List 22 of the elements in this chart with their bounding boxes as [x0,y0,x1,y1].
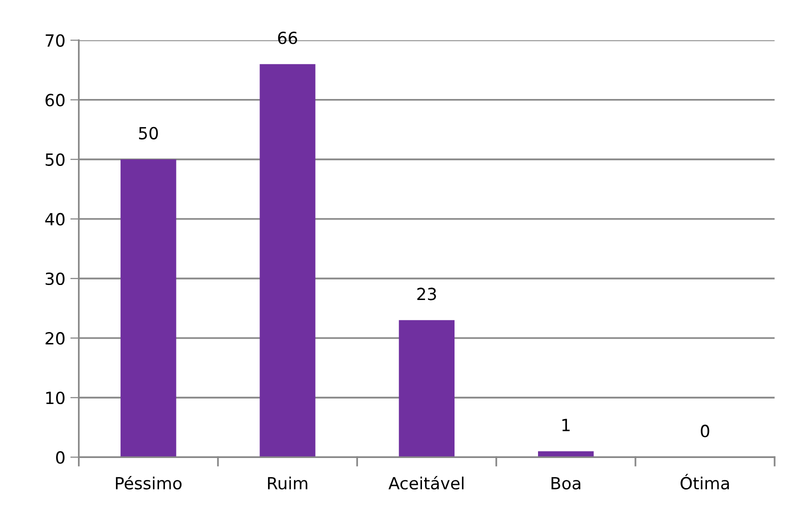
x-tick-label: Péssimo [116,476,182,490]
x-tick-label: Boa [552,477,580,490]
data-label: 66 [278,32,298,44]
x-tick-label: Ruim [268,476,308,490]
data-label: 23 [417,288,436,300]
data-label: 0 [700,424,710,438]
x-tick-label: Ótima [680,474,729,490]
y-tick-label: 30 [46,272,64,286]
y-tick-label: 60 [46,94,64,106]
y-tick-label: 70 [46,34,64,47]
y-tick-label: 40 [45,212,64,226]
bar [120,159,176,458]
bar [538,451,594,458]
y-tick-label: 50 [46,153,64,166]
y-tick-label: 10 [46,392,64,404]
data-label: 50 [139,126,158,140]
data-label: 1 [562,418,570,432]
x-tick-label: Aceitável [388,476,464,490]
bar [260,64,316,458]
y-tick-label: 0 [56,451,64,464]
bar [398,320,455,458]
y-tick-label: 20 [46,332,64,345]
